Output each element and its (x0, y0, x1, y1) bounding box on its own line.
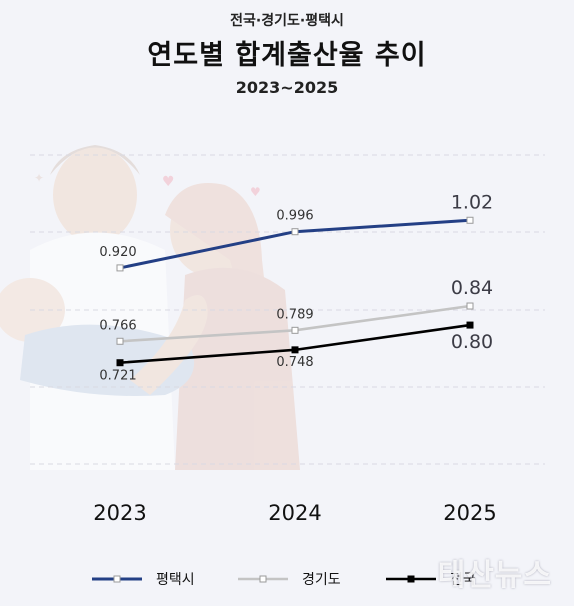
legend-marker (407, 575, 415, 583)
data-point (291, 228, 299, 236)
data-point (466, 321, 474, 329)
legend-marker (259, 575, 267, 583)
watermark-logo: 태산뉴스 (437, 558, 552, 593)
x-tick-label: 2024 (268, 501, 321, 525)
x-tick-label: 2025 (443, 501, 496, 525)
svg-text:♥: ♥ (250, 185, 261, 199)
svg-text:♥: ♥ (162, 174, 175, 190)
legend-marker (113, 575, 121, 583)
data-label: 0.84 (451, 277, 493, 299)
data-point (466, 302, 474, 310)
x-tick-label: 2023 (93, 501, 146, 525)
chart-subtitle: 전국·경기도·평택시 (230, 13, 344, 29)
data-point (466, 216, 474, 224)
legend-label: 평택시 (156, 572, 195, 588)
data-label: 1.02 (451, 191, 493, 213)
x-axis: 2023 2024 2025 (93, 501, 496, 525)
data-point (291, 346, 299, 354)
data-label: 0.748 (276, 355, 313, 370)
data-point (116, 359, 124, 367)
data-label: 0.920 (99, 245, 136, 260)
data-label: 0.766 (99, 318, 136, 333)
family-illustration: ♥ ♥ ✦ (0, 145, 300, 470)
svg-text:✦: ✦ (34, 171, 44, 185)
data-label: 0.789 (276, 307, 313, 322)
legend-label: 경기도 (302, 572, 341, 588)
data-point (116, 264, 124, 272)
data-label: 0.996 (276, 209, 313, 224)
grid-lines (30, 154, 545, 465)
chart-title: 연도별 합계출산율 추이 (147, 40, 427, 71)
legend: 평택시 경기도 전국 (92, 572, 476, 588)
legend-label: 전국 (450, 572, 476, 588)
data-label: 0.721 (99, 369, 136, 384)
chart-period: 2023~2025 (235, 78, 339, 97)
series-layer (116, 216, 474, 367)
data-label: 0.80 (451, 331, 493, 353)
data-point (116, 337, 124, 345)
data-point (291, 326, 299, 334)
data-labels: 0.920 0.996 1.02 0.766 0.789 0.84 0.721 0.748 0.… (99, 191, 493, 383)
